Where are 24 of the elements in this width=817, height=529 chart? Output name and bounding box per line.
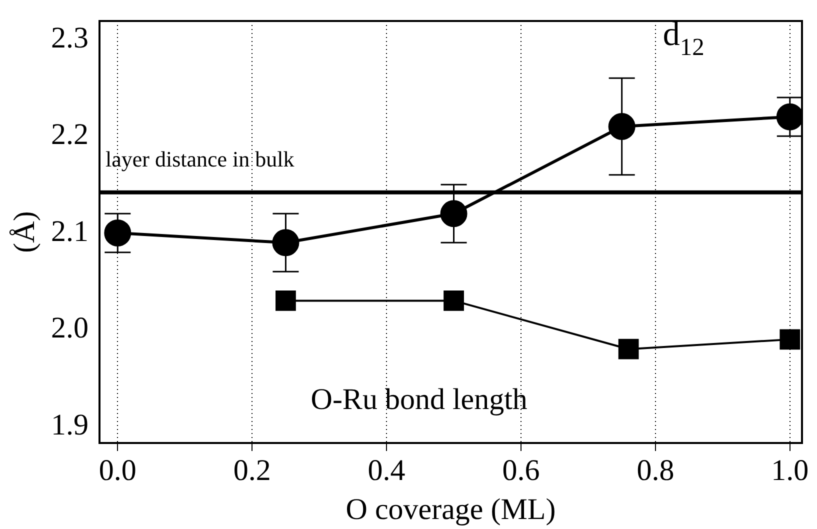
- point: [276, 290, 296, 311]
- x-tick-label: 0.4: [368, 454, 406, 487]
- y-tick-label: 1.9: [51, 408, 88, 442]
- point: [618, 338, 639, 360]
- point: [780, 329, 800, 350]
- point: [272, 229, 300, 256]
- series-label: O-Ru bond length: [310, 383, 528, 416]
- point: [440, 200, 468, 228]
- x-axis-title: O coverage (ML): [346, 492, 556, 526]
- point: [776, 103, 802, 130]
- x-tick-label: 0.8: [636, 454, 674, 487]
- y-tick-label: 2.0: [51, 312, 88, 345]
- ref-line-label: layer distance in bulk: [106, 146, 294, 172]
- y-tick-label: 2.1: [51, 214, 88, 248]
- y-tick-label: 2.2: [51, 118, 88, 152]
- x-tick-label: 0.2: [233, 454, 271, 487]
- point: [104, 219, 132, 246]
- point: [444, 290, 464, 311]
- x-tick-label: 1.0: [771, 454, 809, 487]
- y-axis-title: (Å): [8, 211, 41, 253]
- x-tick-label: 0.6: [502, 454, 540, 487]
- point: [608, 113, 636, 140]
- y-tick-label: 2.3: [51, 21, 88, 54]
- x-tick-label: 0.0: [98, 454, 136, 487]
